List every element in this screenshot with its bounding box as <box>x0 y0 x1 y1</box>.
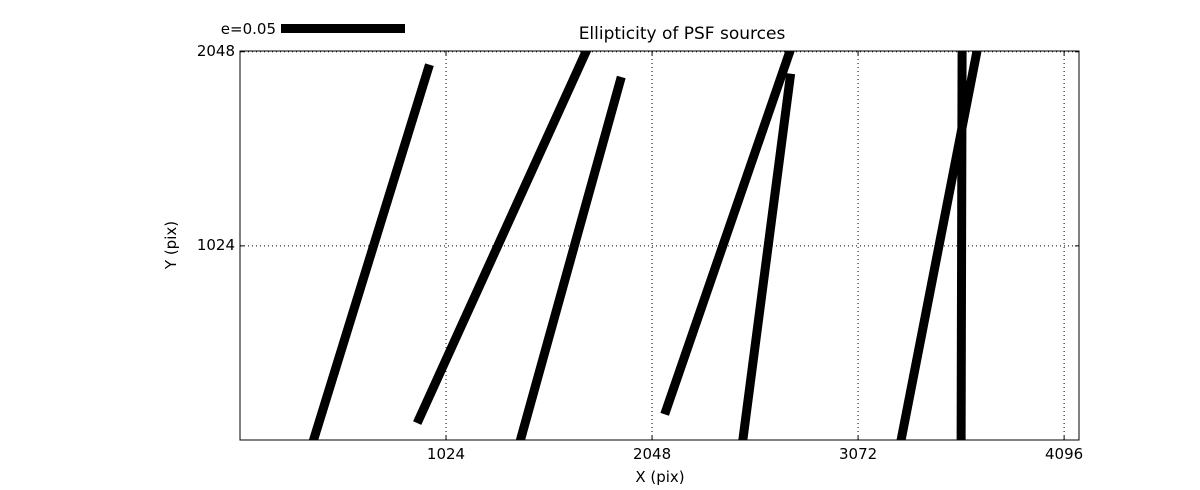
whisker-segment <box>956 51 967 440</box>
x-tick-label: 1024 <box>426 445 466 463</box>
whisker-segment <box>413 51 592 425</box>
x-axis-label: X (pix) <box>635 468 685 486</box>
legend-label: e=0.05 <box>220 20 276 38</box>
y-tick-label: 1024 <box>196 235 235 254</box>
whisker-segment <box>738 73 796 440</box>
whisker-group <box>308 51 982 440</box>
x-tick-label: 2048 <box>632 445 672 463</box>
chart-title: Ellipticity of PSF sources <box>578 24 786 44</box>
y-tick-label: 2048 <box>196 41 235 60</box>
whisker-segment <box>896 51 982 440</box>
y-axis-label: Y (pix) <box>162 220 180 270</box>
whisker-segment <box>660 51 795 416</box>
x-tick-label: 4096 <box>1045 445 1084 463</box>
whisker-segment <box>308 63 434 440</box>
axes-frame <box>239 50 1080 441</box>
whisker-segment <box>515 75 626 440</box>
x-tick-label: 3072 <box>838 445 878 463</box>
